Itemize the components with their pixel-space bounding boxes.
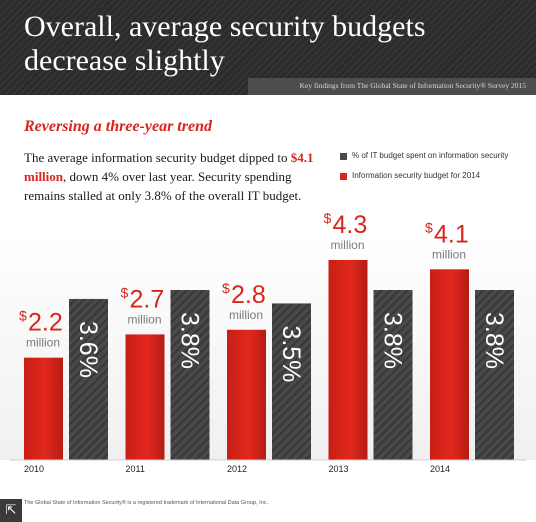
footnote: The Global State of Information Security… xyxy=(24,500,269,506)
year-label-2010: 2010 xyxy=(24,464,44,474)
page-title: Overall, average security budgets decrea… xyxy=(24,10,426,77)
legend-swatch-gray xyxy=(340,153,347,160)
legend-item-security-budget: Information security budget for 2014 xyxy=(340,170,530,184)
source-bar: Key findings from The Global State of In… xyxy=(248,78,536,95)
budget-bar-2012 xyxy=(227,329,266,460)
budget-bar-2013 xyxy=(328,260,368,460)
pct-value-label-2014: 3.8% xyxy=(480,312,508,369)
year-label-2014: 2014 xyxy=(430,464,450,474)
budget-symbol-2012: $ xyxy=(222,280,230,296)
budget-unit-label-2012: million xyxy=(229,308,263,322)
pct-value-label-2011: 3.8% xyxy=(176,312,204,369)
budget-bar-2014 xyxy=(430,269,469,460)
footer xyxy=(0,494,536,522)
source-text: Key findings from The Global State of In… xyxy=(299,81,526,90)
legend-label-it-budget-pct: % of IT budget spent on information secu… xyxy=(352,151,509,160)
budget-unit-label-2014: million xyxy=(432,247,466,261)
pct-bar-2010 xyxy=(69,298,108,460)
budget-symbol-2011: $ xyxy=(121,284,129,300)
year-label-2013: 2013 xyxy=(329,464,349,474)
pct-value-label-2012: 3.5% xyxy=(277,325,305,382)
budget-value-label-2011: 2.7 xyxy=(130,285,165,313)
pct-bar-2011 xyxy=(170,290,210,460)
description-part-1: The average information security budget … xyxy=(24,150,291,165)
legend-label-security-budget: Information security budget for 2014 xyxy=(352,171,481,180)
budget-bar-2011 xyxy=(125,334,165,460)
budget-value-label-2012: 2.8 xyxy=(231,281,266,309)
expand-icon[interactable]: ⇱ xyxy=(0,499,22,522)
description-highlight: $4.1 million xyxy=(24,150,314,184)
budget-value-label-2013: 4.3 xyxy=(333,211,368,239)
legend-swatch-red xyxy=(340,173,347,180)
pct-value-label-2013: 3.8% xyxy=(379,312,407,369)
pct-bar-2012 xyxy=(272,303,311,460)
description-part-2: , down 4% over last year. Security spend… xyxy=(24,169,302,203)
year-label-2011: 2011 xyxy=(126,464,145,474)
pct-bar-2013 xyxy=(373,290,413,460)
section-subtitle: Reversing a three-year trend xyxy=(24,118,212,135)
description-text: The average information security budget … xyxy=(24,148,314,205)
year-label-2012: 2012 xyxy=(227,464,247,474)
legend-item-it-budget-pct: % of IT budget spent on information secu… xyxy=(340,150,530,164)
budget-unit-label-2010: million xyxy=(26,336,60,350)
pct-value-label-2010: 3.6% xyxy=(74,321,102,378)
header-banner: Overall, average security budgets decrea… xyxy=(0,0,536,95)
budget-symbol-2014: $ xyxy=(425,219,433,235)
budget-unit-label-2013: million xyxy=(331,238,365,252)
chart-legend: % of IT budget spent on information secu… xyxy=(340,150,530,190)
pct-bar-2014 xyxy=(475,290,514,460)
budget-value-label-2010: 2.2 xyxy=(28,309,63,337)
budget-symbol-2010: $ xyxy=(19,308,27,324)
budget-value-label-2014: 4.1 xyxy=(434,220,469,248)
budget-symbol-2013: $ xyxy=(324,210,332,226)
budget-bar-2010 xyxy=(24,357,63,460)
budget-unit-label-2011: million xyxy=(128,312,162,326)
